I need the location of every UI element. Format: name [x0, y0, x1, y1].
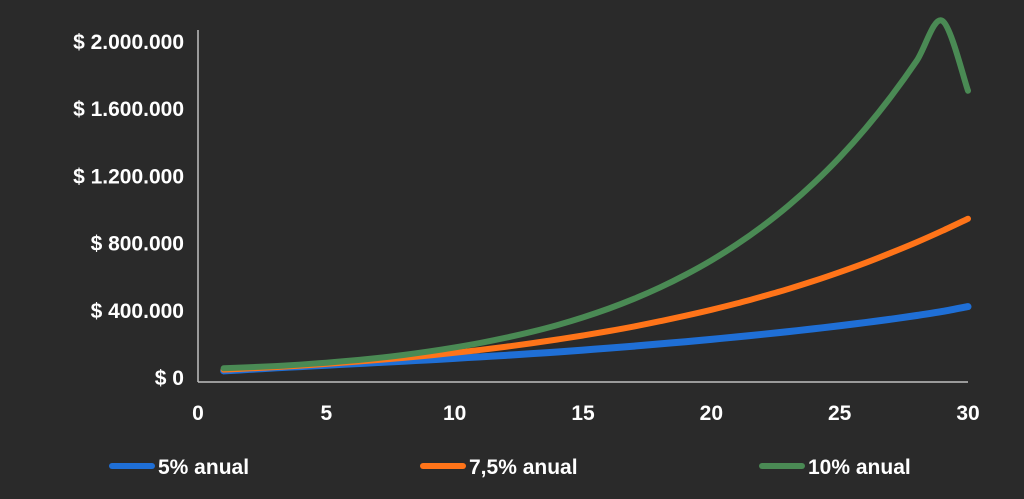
- y-tick-label: $ 1.600.000: [73, 98, 184, 121]
- y-axis-tick-labels: $ 0 $ 400.000 $ 800.000 $ 1.200.000 $ 1.600.…: [73, 31, 184, 390]
- chart-series: [220, 17, 972, 375]
- x-tick-label: 30: [956, 402, 979, 425]
- x-tick-label: 0: [192, 402, 204, 425]
- y-tick-label: $ 0: [155, 367, 184, 390]
- y-tick-label: $ 800.000: [91, 233, 184, 256]
- x-tick-label: 5: [320, 402, 332, 425]
- x-tick-label: 10: [443, 402, 466, 425]
- legend-label: 10% anual: [808, 456, 911, 479]
- y-tick-label: $ 1.200.000: [73, 165, 184, 188]
- series-line-3: [220, 17, 971, 372]
- y-tick-label: $ 400.000: [91, 300, 184, 323]
- chart-legend: 5% anual 7,5% anual 10% anual: [109, 456, 911, 479]
- x-axis-tick-labels: 0 5 10 15 20 25 30: [192, 402, 980, 425]
- legend-label: 7,5% anual: [469, 456, 578, 479]
- x-tick-label: 25: [828, 402, 852, 425]
- legend-label: 5% anual: [158, 456, 249, 479]
- x-tick-label: 20: [700, 402, 723, 425]
- chart-axes: [197, 30, 968, 383]
- x-tick-label: 15: [571, 402, 595, 425]
- y-tick-label: $ 2.000.000: [73, 31, 184, 54]
